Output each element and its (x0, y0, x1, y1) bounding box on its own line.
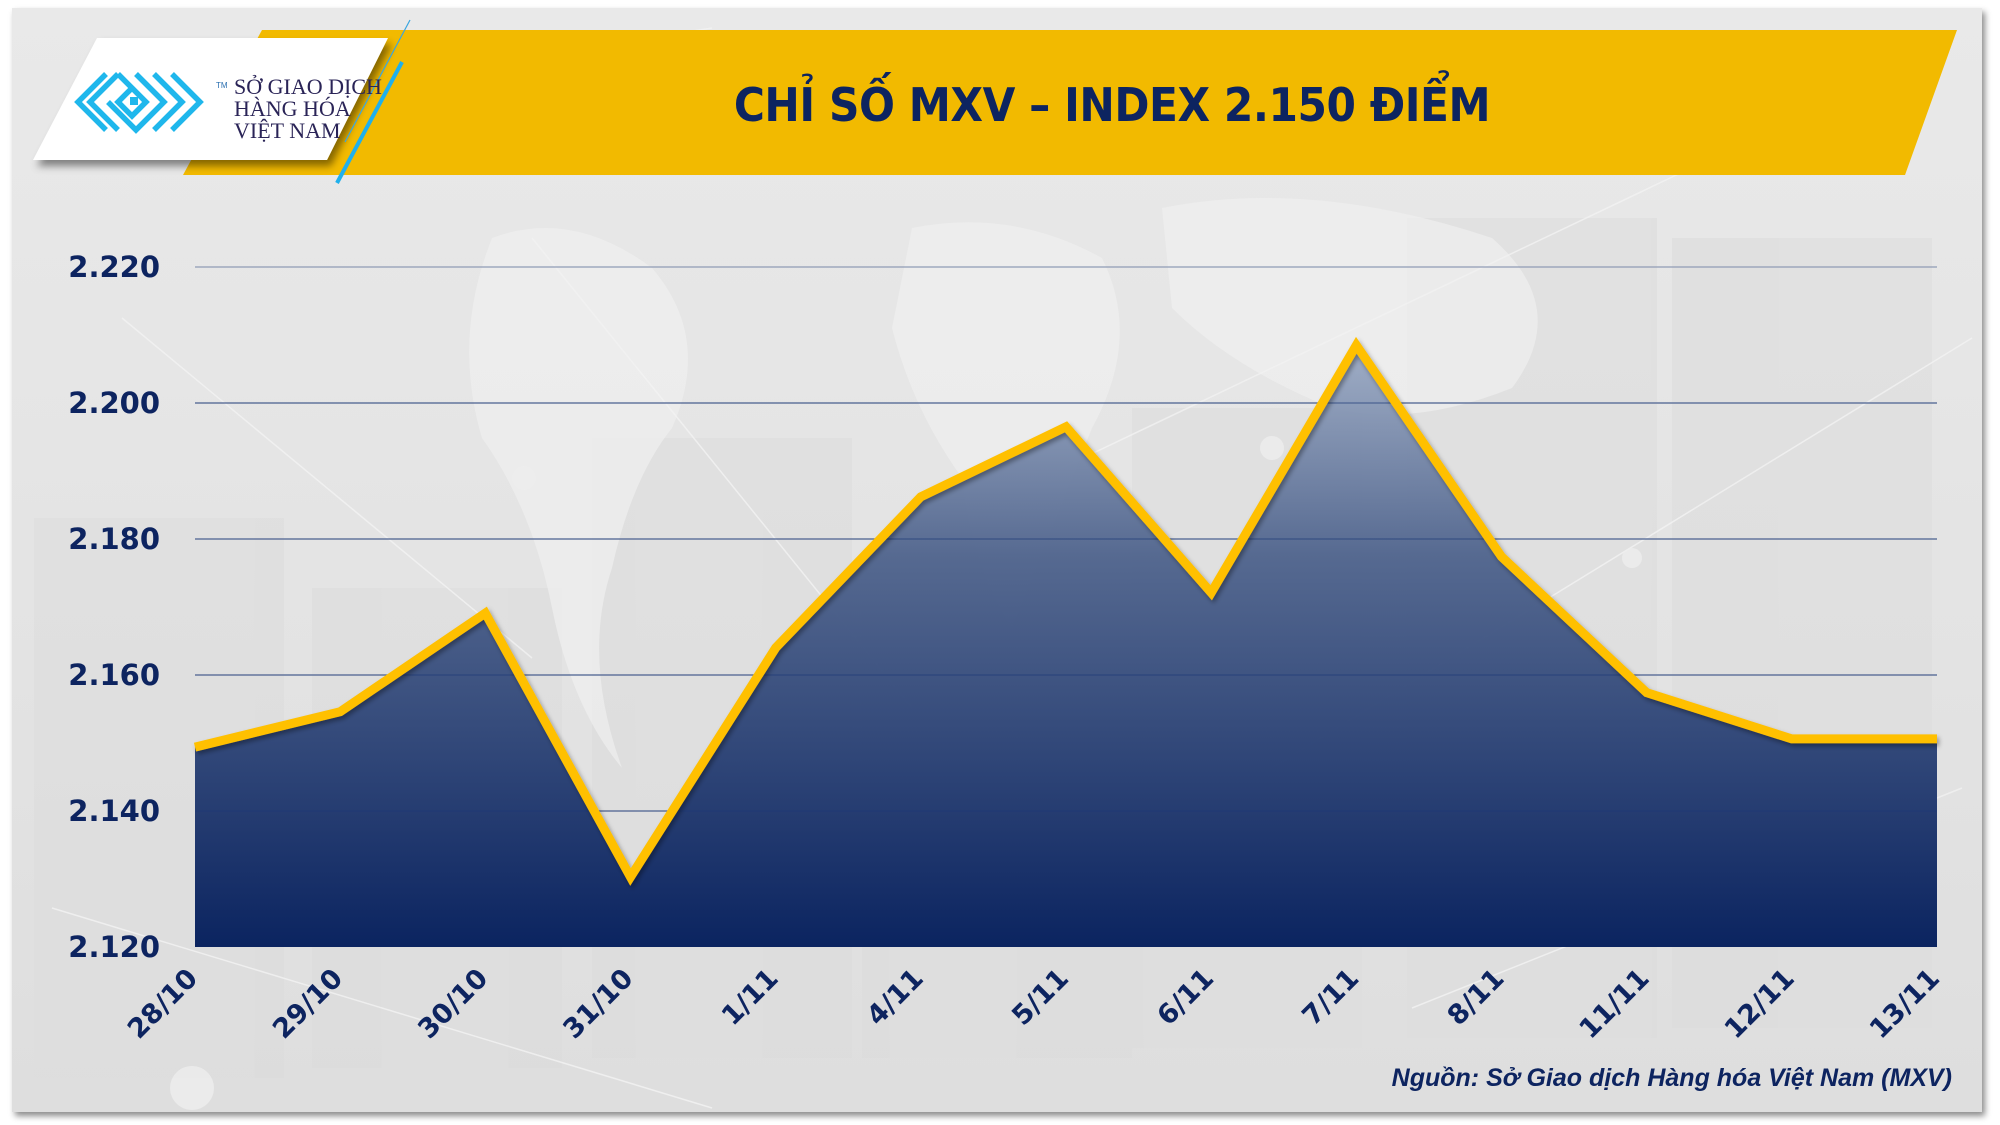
x-tick-label: 11/11 (1574, 963, 1656, 1045)
chart-area: 2.120 2.140 2.160 2.180 2.200 2.220 28/10 29/1… (33, 19, 1957, 1045)
y-tick-label: 2.220 (68, 250, 160, 284)
accent-line-thick (335, 61, 404, 184)
x-tick-label: 31/10 (557, 963, 639, 1045)
logo-plate (33, 38, 388, 160)
chart-card: 2.120 2.140 2.160 2.180 2.200 2.220 28/10 29/1… (12, 8, 1982, 1112)
x-tick-label: 7/11 (1297, 963, 1366, 1032)
x-tick-label: 6/11 (1151, 963, 1220, 1032)
accent-line-thin (344, 19, 411, 143)
x-tick-label: 13/11 (1864, 963, 1946, 1045)
area-fill (195, 345, 1937, 947)
y-axis-labels: 2.120 2.140 2.160 2.180 2.200 2.220 (68, 250, 160, 964)
y-tick-label: 2.160 (68, 658, 160, 692)
x-tick-label: 1/11 (716, 963, 785, 1032)
y-gridlines-over-area (195, 402, 1937, 812)
y-tick-label: 2.140 (68, 794, 160, 828)
x-tick-label: 8/11 (1442, 963, 1511, 1032)
source-note: Nguồn: Sở Giao dịch Hàng hóa Việt Nam (M… (1391, 1064, 1952, 1092)
trademark-mark: TM (216, 81, 228, 90)
x-tick-label: 28/10 (122, 963, 204, 1045)
logo-line-1: SỞ GIAO DỊCH (234, 74, 382, 99)
x-tick-label: 29/10 (267, 963, 349, 1045)
logo-text: SỞ GIAO DỊCH HÀNG HÓA VIỆT NAM (234, 76, 382, 142)
index-line (193, 336, 1937, 886)
title-banner (183, 30, 1957, 175)
logo-line-3: VIỆT NAM (234, 118, 341, 143)
x-tick-label: 30/10 (412, 963, 494, 1045)
x-tick-label: 12/11 (1719, 963, 1801, 1045)
x-tick-label: 5/11 (1006, 963, 1075, 1032)
chart-title: CHỈ SỐ MXV – INDEX 2.150 ĐIỂM (733, 78, 1491, 132)
x-axis-labels: 28/10 29/10 30/10 31/10 1/11 4/11 5/11 6/11 7/11… (122, 963, 1946, 1045)
y-tick-label: 2.200 (68, 386, 160, 420)
x-tick-label: 4/11 (861, 963, 930, 1032)
logo-line-2: HÀNG HÓA (234, 96, 351, 121)
y-tick-label: 2.120 (68, 930, 160, 964)
y-tick-label: 2.180 (68, 522, 160, 556)
mxv-logo-icon (74, 72, 204, 134)
